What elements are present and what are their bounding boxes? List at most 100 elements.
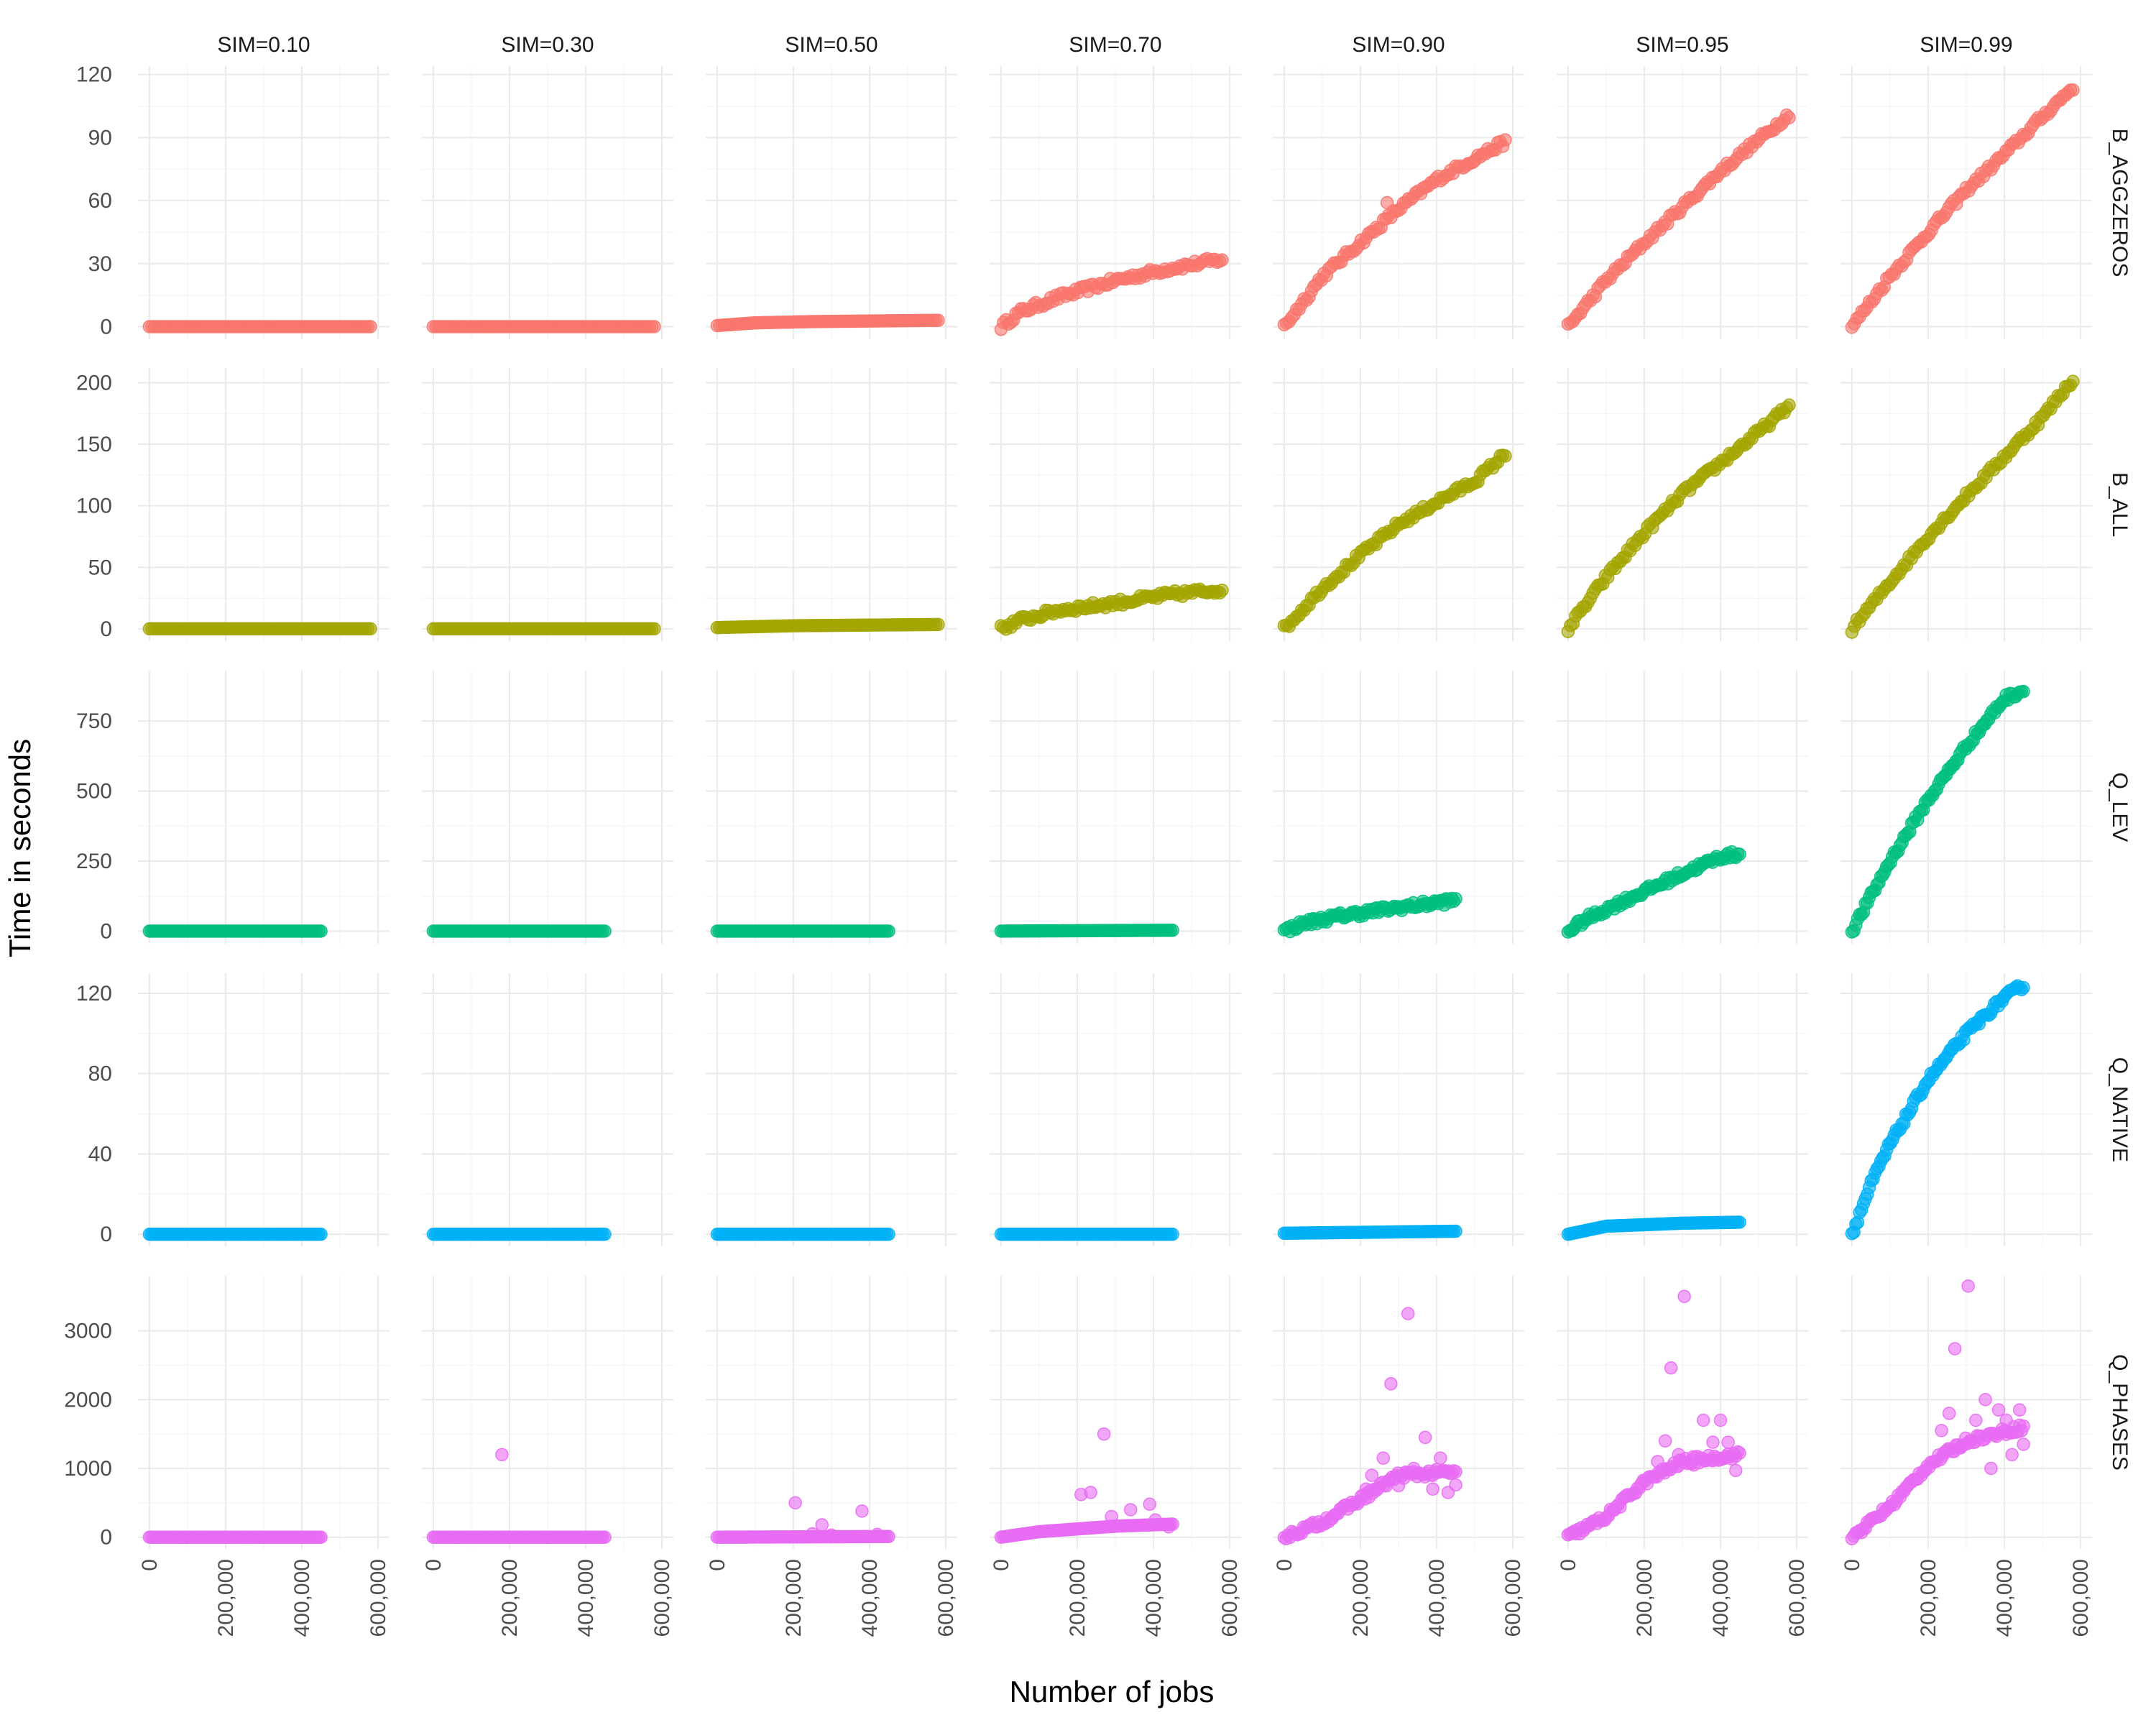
x-tick-label: 200,000 — [1633, 1559, 1657, 1637]
data-point — [1948, 1342, 1962, 1356]
data-point — [2005, 1448, 2019, 1462]
data-point — [1942, 1407, 1956, 1420]
row-strip-label: B_AGGZEROS — [2108, 129, 2132, 277]
y-tick-label: 500 — [76, 780, 112, 804]
data-point — [598, 924, 612, 938]
data-point — [1953, 1441, 1968, 1455]
x-tick-label: 600,000 — [2069, 1559, 2093, 1637]
data-point — [2017, 1419, 2030, 1433]
panel-q_lev-2 — [706, 671, 957, 944]
x-tick-label: 600,000 — [934, 1559, 958, 1637]
panel-q_lev-6 — [1841, 671, 2092, 944]
panel-b_aggzeros-0 — [138, 66, 390, 339]
data-point — [2017, 1438, 2030, 1451]
y-tick-label: 2000 — [64, 1388, 112, 1412]
data-point — [364, 320, 377, 334]
data-point — [788, 1496, 802, 1510]
data-point — [824, 1528, 839, 1542]
data-point — [1969, 1413, 1983, 1427]
x-axis-title: Number of jobs — [1010, 1675, 1215, 1708]
panel-b_aggzeros-4 — [1273, 66, 1524, 339]
data-point — [648, 622, 661, 636]
data-point — [1672, 1448, 1685, 1462]
data-point — [1651, 1455, 1664, 1468]
data-point — [1418, 1430, 1432, 1445]
panel-q_lev-4 — [1273, 671, 1524, 944]
y-tick-label: 750 — [76, 709, 112, 733]
x-tick-label: 600,000 — [367, 1559, 390, 1637]
panel-q_phases-4 — [1273, 1276, 1524, 1549]
row-strip-label: Q_LEV — [2108, 773, 2132, 842]
data-point — [1148, 1513, 1162, 1527]
data-point — [2017, 980, 2030, 995]
panel-b_all-0 — [138, 368, 390, 641]
panel-q_phases-1 — [422, 1276, 673, 1549]
x-tick-label: 200,000 — [1917, 1559, 1940, 1637]
y-tick-label: 0 — [100, 1526, 112, 1550]
y-tick-label: 30 — [88, 252, 112, 276]
y-axis-title: Time in seconds — [3, 739, 37, 957]
x-tick-label: 200,000 — [214, 1559, 238, 1637]
x-tick-label: 600,000 — [650, 1559, 674, 1637]
row-strip-label: Q_NATIVE — [2108, 1057, 2132, 1162]
data-point — [2066, 83, 2080, 97]
x-tick-label: 600,000 — [1218, 1559, 1242, 1637]
y-tick-label: 120 — [76, 63, 112, 87]
data-point — [1782, 111, 1796, 125]
data-point — [1384, 1377, 1398, 1391]
panel-q_phases-6 — [1841, 1276, 2092, 1549]
x-tick-label: 400,000 — [290, 1559, 314, 1637]
panel-b_aggzeros-1 — [422, 66, 673, 339]
y-tick-label: 80 — [88, 1062, 112, 1086]
panel-q_lev-1 — [422, 671, 673, 944]
data-point — [1161, 1520, 1176, 1534]
data-point — [1449, 1465, 1462, 1478]
panel-b_all-6 — [1841, 368, 2092, 641]
y-tick-label: 0 — [100, 617, 112, 641]
data-point — [648, 320, 661, 334]
data-point — [314, 1227, 328, 1241]
y-tick-label: 1000 — [64, 1457, 112, 1481]
data-point — [1706, 1435, 1720, 1449]
column-strip-label: SIM=0.99 — [1920, 33, 2012, 57]
x-tick-label: 0 — [706, 1559, 729, 1571]
data-point — [1166, 1227, 1179, 1241]
panel-b_aggzeros-3 — [990, 66, 1241, 339]
data-point — [1143, 1497, 1156, 1512]
panel-b_aggzeros-6 — [1841, 66, 2092, 339]
data-point — [1696, 1413, 1710, 1427]
panel-q_phases-0 — [138, 1276, 390, 1549]
data-point — [1935, 1424, 1948, 1438]
panel-q_native-6 — [1841, 973, 2092, 1246]
column-strip-label: SIM=0.30 — [501, 33, 594, 57]
panel-q_native-0 — [138, 973, 390, 1246]
data-point — [1097, 1427, 1111, 1441]
data-point — [598, 1530, 612, 1544]
panel-b_aggzeros-2 — [706, 66, 957, 339]
x-tick-label: 400,000 — [1993, 1559, 2017, 1637]
x-tick-label: 0 — [138, 1559, 162, 1571]
x-tick-label: 600,000 — [1501, 1559, 1525, 1637]
data-point — [1359, 1482, 1373, 1496]
y-tick-label: 250 — [76, 850, 112, 873]
data-point — [882, 924, 895, 938]
data-point — [1401, 1307, 1415, 1320]
data-point — [1733, 1446, 1746, 1460]
panel-q_native-5 — [1557, 973, 1808, 1246]
y-tick-label: 150 — [76, 433, 112, 456]
panel-q_native-4 — [1273, 973, 1524, 1246]
row-strip-label: B_ALL — [2108, 472, 2132, 537]
y-tick-label: 0 — [100, 1223, 112, 1246]
panel-q_native-2 — [706, 973, 957, 1246]
y-tick-label: 0 — [100, 315, 112, 339]
column-strip-label: SIM=0.70 — [1069, 33, 1161, 57]
data-point — [1961, 1279, 1975, 1293]
data-point — [1084, 1486, 1097, 1499]
data-point — [1376, 1451, 1391, 1465]
y-tick-label: 0 — [100, 919, 112, 943]
y-tick-label: 60 — [88, 189, 112, 213]
data-point — [1391, 1478, 1406, 1493]
panel-q_lev-3 — [990, 671, 1241, 944]
data-point — [882, 1227, 895, 1241]
data-point — [2066, 374, 2080, 388]
